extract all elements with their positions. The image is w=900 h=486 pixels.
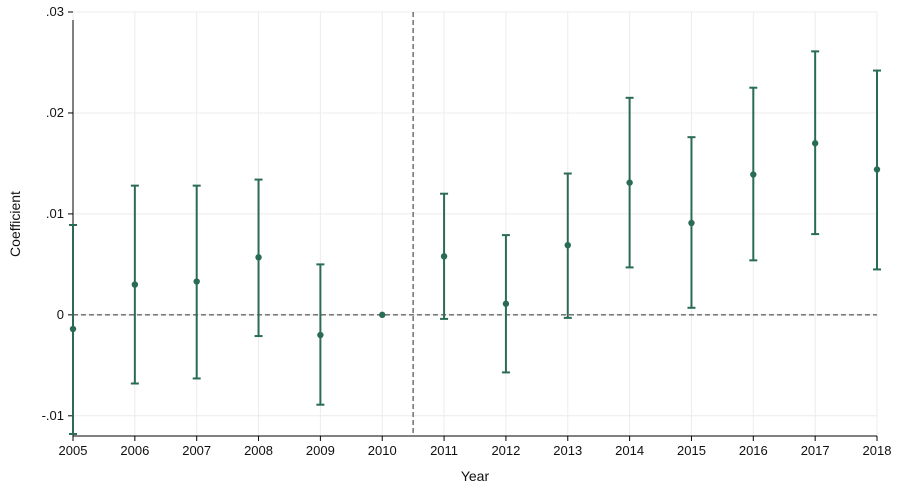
x-tick-label: 2014 bbox=[615, 443, 644, 458]
y-tick-label: -.01 bbox=[42, 408, 64, 423]
x-tick-label: 2013 bbox=[553, 443, 582, 458]
data-point bbox=[626, 179, 633, 186]
data-point bbox=[131, 281, 139, 288]
data-point bbox=[69, 325, 77, 333]
x-tick-label: 2008 bbox=[244, 443, 273, 458]
data-point bbox=[750, 171, 757, 178]
grid bbox=[72, 11, 878, 436]
data-point bbox=[379, 311, 386, 319]
x-tick-label: 2010 bbox=[368, 443, 397, 458]
y-tick-label: .03 bbox=[46, 4, 64, 19]
x-tick-label: 2005 bbox=[59, 443, 88, 458]
y-tick-label: 0 bbox=[57, 307, 64, 322]
x-tick-label: 2006 bbox=[120, 443, 149, 458]
x-tick-label: 2011 bbox=[430, 443, 458, 458]
data-point bbox=[811, 140, 819, 147]
error-bars bbox=[69, 50, 881, 435]
x-axis-title: Year bbox=[461, 468, 490, 484]
data-point bbox=[255, 254, 262, 261]
x-tick-label: 2012 bbox=[491, 443, 520, 458]
data-point bbox=[873, 166, 881, 173]
data-point bbox=[193, 278, 200, 285]
y-tick-label: .02 bbox=[46, 105, 64, 120]
points bbox=[69, 140, 881, 339]
axes bbox=[72, 20, 877, 437]
data-point bbox=[317, 331, 324, 339]
y-axis-title: Coefficient bbox=[7, 191, 23, 257]
data-point bbox=[502, 300, 510, 307]
data-point bbox=[688, 219, 695, 227]
x-tick-label: 2016 bbox=[739, 443, 768, 458]
x-tick-label: 2018 bbox=[863, 443, 892, 458]
x-tick-label: 2009 bbox=[306, 443, 335, 458]
x-tick-label: 2017 bbox=[801, 443, 830, 458]
x-tick-label: 2015 bbox=[677, 443, 706, 458]
x-tick-label: 2007 bbox=[182, 443, 211, 458]
x-ticks: 2005 2006 2007 2008 2009 2010 2011 2012 2013 2014… bbox=[59, 436, 892, 458]
reference-lines bbox=[73, 12, 877, 436]
y-tick-label: .01 bbox=[46, 206, 64, 221]
data-point bbox=[440, 253, 448, 260]
y-ticks: -.01 0 .01 .02 .03 bbox=[42, 4, 73, 423]
data-point bbox=[564, 242, 571, 249]
